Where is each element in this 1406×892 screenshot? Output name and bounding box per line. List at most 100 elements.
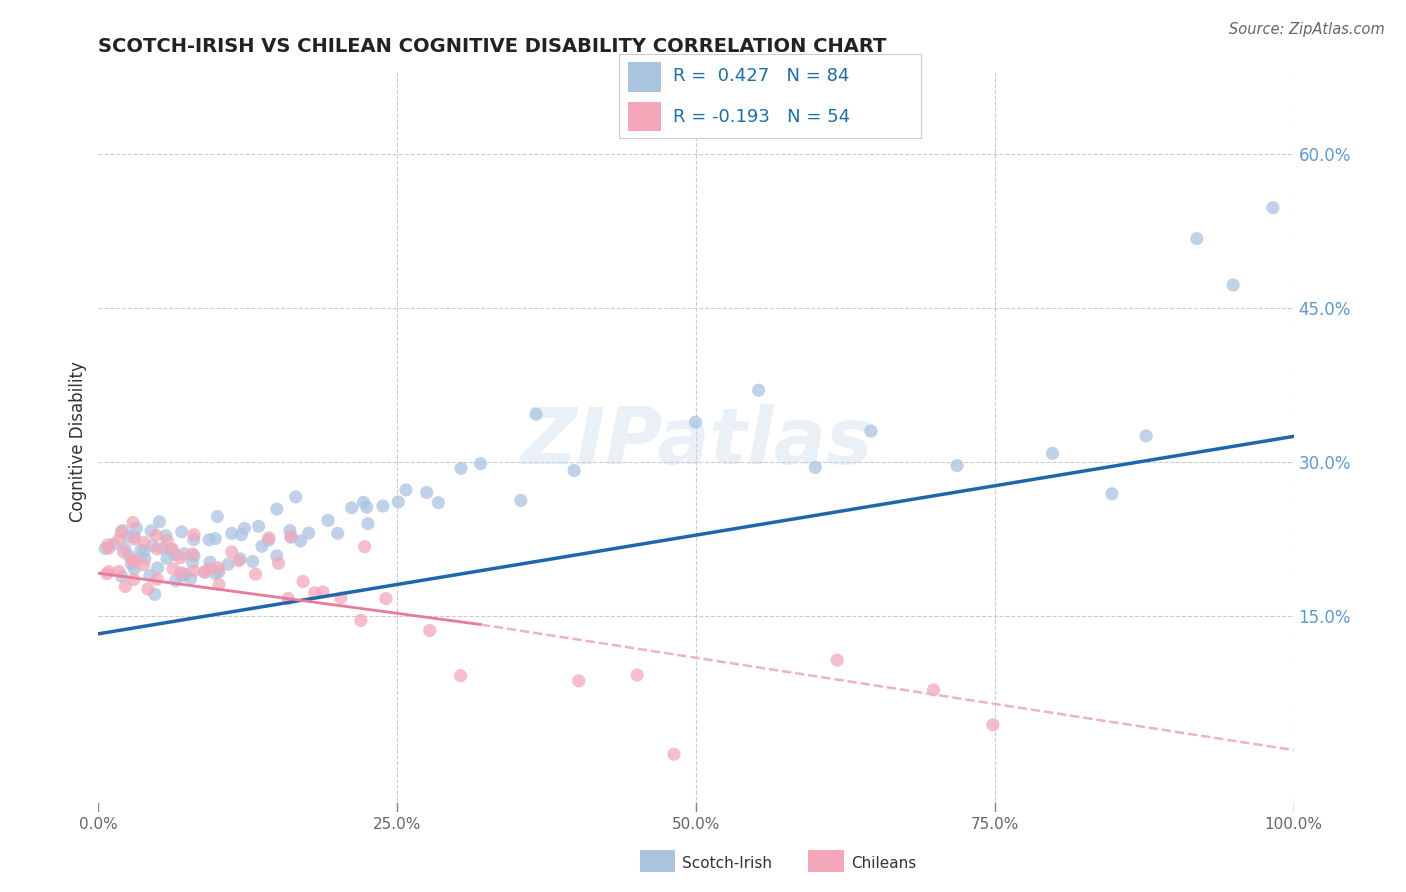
Point [110,569,132,583]
Point [277,591,299,606]
Point [626,668,648,682]
Point [221,526,243,541]
Point [170,524,193,539]
Point [340,500,363,515]
Point [387,495,409,509]
Point [132,535,155,549]
Point [267,557,290,571]
Y-axis label: Cognitive Disability: Cognitive Disability [69,361,87,522]
Point [122,573,145,587]
Point [208,565,231,579]
Point [114,541,136,556]
Point [148,515,170,529]
Point [183,528,205,542]
Point [146,561,169,575]
Point [121,553,143,567]
Point [172,569,194,583]
Point [395,483,418,497]
Text: R = -0.193   N = 54: R = -0.193 N = 54 [673,108,851,126]
Point [132,544,155,558]
Point [155,529,177,543]
Point [162,562,184,576]
Point [449,668,471,682]
Point [353,540,375,554]
Point [207,561,229,575]
Point [146,572,169,586]
Point [194,565,217,579]
Text: ZIPatlas: ZIPatlas [520,403,872,480]
Point [329,591,352,605]
Point [350,614,373,628]
Point [112,544,135,558]
Point [245,567,267,582]
Point [174,567,197,582]
Point [146,541,169,556]
Point [111,524,134,538]
Point [427,496,450,510]
Point [108,565,131,579]
Bar [627,102,661,131]
Point [562,464,585,478]
Point [419,624,441,638]
Point [97,538,120,552]
Point [290,533,312,548]
Point [183,533,205,547]
Point [859,424,882,438]
Point [356,500,378,515]
Point [198,562,221,576]
Point [198,555,221,569]
Point [132,558,155,572]
Point [122,516,145,530]
Point [1185,232,1208,246]
Point [204,566,226,581]
Point [124,553,146,567]
Point [284,490,307,504]
Point [278,524,301,538]
Point [139,524,162,538]
Point [139,568,162,582]
Point [298,526,321,541]
Point [118,549,141,563]
Point [156,533,179,548]
Point [685,415,707,429]
Point [145,528,167,542]
Text: R =  0.427   N = 84: R = 0.427 N = 84 [673,68,849,86]
Point [163,548,186,562]
Point [134,551,156,566]
Point [165,574,187,588]
Text: Chileans: Chileans [851,856,915,871]
Point [231,527,253,541]
Point [141,539,163,553]
Point [266,502,288,516]
Point [748,384,770,398]
Point [183,564,205,578]
Point [450,461,472,475]
Point [470,457,492,471]
Point [357,516,380,531]
Point [257,533,280,548]
Point [229,551,252,566]
Point [292,574,315,589]
Point [228,554,250,568]
Point [179,572,201,586]
Point [96,566,118,581]
Point [221,545,243,559]
Point [110,524,132,539]
Point [136,582,159,596]
Point [156,551,179,566]
Text: Source: ZipAtlas.com: Source: ZipAtlas.com [1229,22,1385,37]
Point [804,460,827,475]
Point [121,557,143,571]
Point [316,513,339,527]
Point [247,519,270,533]
Point [568,673,591,688]
Point [117,529,139,543]
Point [1261,201,1284,215]
Point [524,407,547,421]
Point [208,577,231,591]
Point [103,537,125,551]
Point [304,586,326,600]
Point [922,682,945,697]
Text: Scotch-Irish: Scotch-Irish [682,856,772,871]
Point [233,521,256,535]
